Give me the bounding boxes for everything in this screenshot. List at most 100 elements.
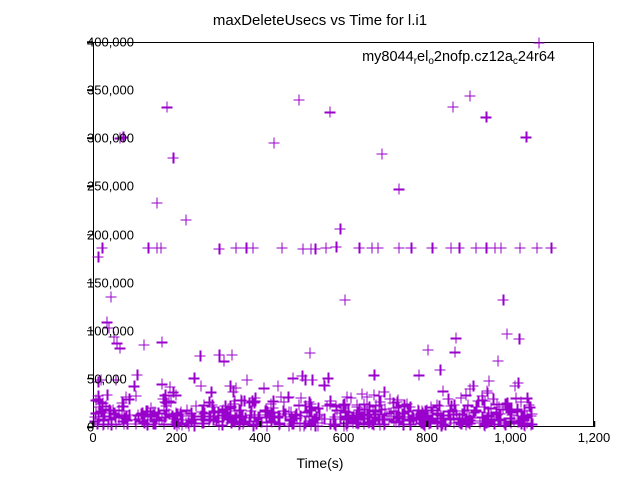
data-point	[431, 400, 442, 411]
data-point	[254, 409, 265, 420]
data-point	[473, 395, 484, 406]
x-tick-mark-200	[176, 421, 178, 427]
data-point	[367, 415, 378, 426]
data-point	[141, 419, 152, 430]
data-point	[379, 414, 390, 425]
data-point	[526, 408, 537, 419]
data-point	[519, 419, 530, 430]
data-point	[546, 243, 557, 254]
data-point	[492, 355, 503, 366]
data-point	[237, 411, 248, 422]
data-point	[156, 337, 167, 348]
data-point	[228, 386, 239, 397]
data-point	[372, 410, 383, 421]
data-point	[195, 350, 206, 361]
data-point	[417, 406, 428, 417]
data-point	[348, 409, 359, 420]
data-point	[198, 400, 209, 411]
data-point	[111, 338, 122, 349]
data-point	[361, 410, 372, 421]
data-point	[338, 402, 349, 413]
data-point	[317, 413, 328, 424]
data-point	[143, 243, 154, 254]
data-point	[208, 405, 219, 416]
data-point	[306, 405, 317, 416]
data-point	[233, 419, 244, 430]
data-point	[319, 413, 330, 424]
data-point	[372, 243, 383, 254]
data-point	[218, 410, 229, 421]
data-point	[142, 406, 153, 417]
data-point	[479, 419, 490, 430]
data-point	[427, 405, 438, 416]
data-point	[405, 415, 416, 426]
data-point	[196, 411, 207, 422]
data-point	[98, 419, 109, 430]
data-point	[376, 413, 387, 424]
data-point	[512, 404, 523, 415]
data-point	[479, 418, 490, 429]
data-point	[438, 410, 449, 421]
data-point	[519, 419, 530, 430]
data-point	[393, 412, 404, 423]
data-point	[286, 411, 297, 422]
data-point	[479, 420, 490, 431]
data-point	[244, 398, 255, 409]
data-point	[426, 407, 437, 418]
data-point	[172, 408, 183, 419]
data-point	[364, 401, 375, 412]
data-point	[391, 417, 402, 428]
data-point	[500, 399, 511, 410]
data-point	[97, 398, 108, 409]
data-point	[208, 414, 219, 425]
data-point	[374, 419, 385, 430]
data-point	[513, 377, 524, 388]
data-point	[133, 413, 144, 424]
data-point	[422, 411, 433, 422]
data-point	[237, 395, 248, 406]
data-point	[419, 411, 430, 422]
data-point	[427, 243, 438, 254]
data-point	[161, 397, 172, 408]
data-point	[155, 243, 166, 254]
data-point	[462, 400, 473, 411]
data-point	[527, 419, 538, 430]
data-point	[239, 417, 250, 428]
data-point	[113, 404, 124, 415]
data-point	[129, 381, 140, 392]
data-point	[306, 415, 317, 426]
data-point	[388, 406, 399, 417]
data-point	[519, 405, 530, 416]
data-point	[283, 406, 294, 417]
data-point	[405, 419, 416, 430]
data-point	[145, 409, 156, 420]
data-point	[97, 415, 108, 426]
data-point	[421, 404, 432, 415]
data-point	[122, 418, 133, 429]
data-point	[341, 410, 352, 421]
data-point	[276, 243, 287, 254]
data-point	[486, 411, 497, 422]
data-point	[180, 215, 191, 226]
data-point	[151, 197, 162, 208]
data-point	[399, 408, 410, 419]
data-point	[379, 419, 390, 430]
data-point	[183, 418, 194, 429]
data-point	[362, 409, 373, 420]
data-point	[132, 410, 143, 421]
data-point	[204, 414, 215, 425]
data-point	[160, 390, 171, 401]
data-point	[158, 419, 169, 430]
data-point	[109, 408, 120, 419]
data-point	[519, 419, 530, 430]
data-point	[432, 408, 443, 419]
data-point	[149, 410, 160, 421]
data-point	[225, 400, 236, 411]
data-point	[438, 413, 449, 424]
data-point	[304, 405, 315, 416]
data-point	[366, 243, 377, 254]
data-point	[464, 418, 475, 429]
data-point	[247, 396, 258, 407]
data-point	[118, 405, 129, 416]
data-point	[515, 410, 526, 421]
